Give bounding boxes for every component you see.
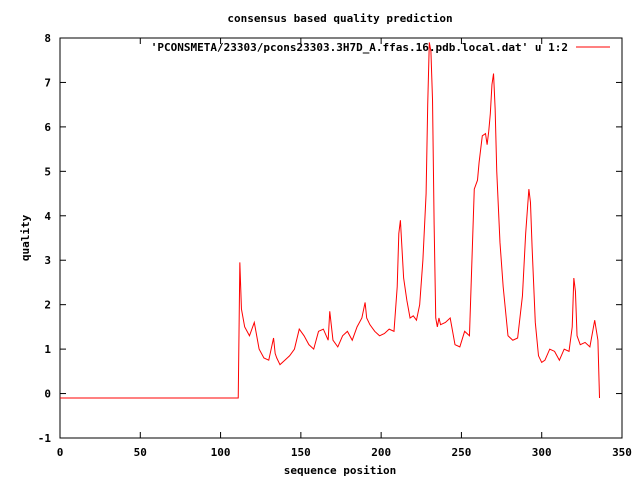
y-tick-label: -1 bbox=[38, 432, 52, 445]
y-axis-label: quality bbox=[19, 214, 32, 261]
y-tick-label: 7 bbox=[44, 76, 51, 89]
y-axis: -1 0 1 2 3 4 5 6 7 8 bbox=[38, 32, 622, 445]
chart-title: consensus based quality prediction bbox=[227, 12, 452, 25]
y-tick-label: 1 bbox=[44, 343, 51, 356]
x-tick-label: 250 bbox=[451, 446, 471, 459]
series-line bbox=[60, 42, 601, 399]
x-tick-label: 100 bbox=[211, 446, 231, 459]
legend: 'PCONSMETA/23303/pcons23303.3H7D_A.ffas.… bbox=[151, 41, 610, 54]
y-tick-label: 2 bbox=[44, 299, 51, 312]
y-tick-label: 5 bbox=[44, 165, 51, 178]
plot-frame bbox=[59, 37, 623, 439]
x-tick-label: 50 bbox=[134, 446, 147, 459]
y-tick-label: 6 bbox=[44, 121, 51, 134]
y-tick-label: 8 bbox=[44, 32, 51, 45]
x-tick-label: 200 bbox=[371, 446, 391, 459]
x-tick-label: 150 bbox=[291, 446, 311, 459]
x-tick-label: 350 bbox=[612, 446, 632, 459]
x-axis-label: sequence position bbox=[284, 464, 397, 477]
x-axis: 0 50 100 150 200 250 300 350 bbox=[57, 38, 632, 459]
x-tick-label: 300 bbox=[532, 446, 552, 459]
y-tick-label: 4 bbox=[44, 210, 51, 223]
y-tick-label: 0 bbox=[44, 388, 51, 401]
x-tick-label: 0 bbox=[57, 446, 64, 459]
legend-label: 'PCONSMETA/23303/pcons23303.3H7D_A.ffas.… bbox=[151, 41, 568, 54]
y-tick-label: 3 bbox=[44, 254, 51, 267]
